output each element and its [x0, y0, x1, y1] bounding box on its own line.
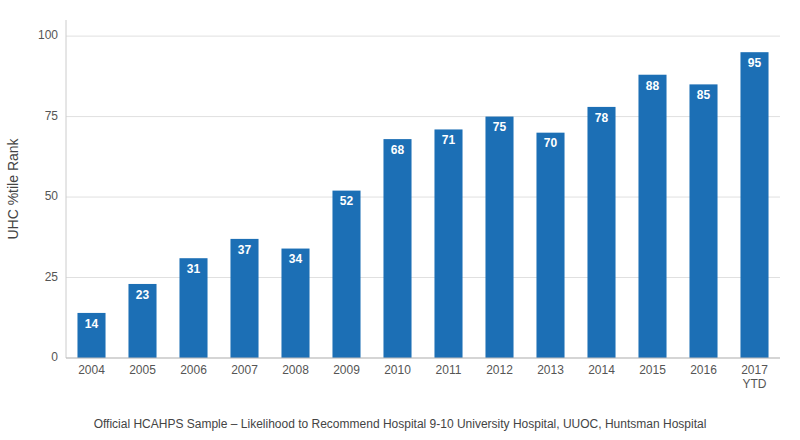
bar — [77, 313, 105, 358]
data-label: 71 — [442, 133, 456, 147]
y-tick-label: 100 — [38, 28, 58, 42]
x-tick-label: 2007 — [231, 363, 258, 377]
y-tick-label: 75 — [45, 109, 59, 123]
x-tick-label-line: YTD — [743, 377, 767, 391]
bar — [230, 239, 258, 358]
grid-line — [66, 116, 780, 117]
x-tick-label: 2016 — [690, 363, 717, 377]
x-tick-label: 2014 — [588, 363, 615, 377]
grid-line — [66, 358, 780, 359]
data-label: 37 — [238, 243, 252, 257]
bar — [128, 284, 156, 358]
grid-line — [66, 277, 780, 278]
bars — [77, 52, 768, 358]
data-label: 31 — [187, 262, 201, 276]
bar — [434, 129, 462, 358]
x-tick-label-line: 2005 — [129, 363, 156, 377]
x-tick-label: 2006 — [180, 363, 207, 377]
x-tick-label: 2012 — [486, 363, 513, 377]
data-label: 14 — [85, 317, 99, 331]
bar — [536, 133, 564, 358]
data-label: 52 — [340, 194, 354, 208]
x-tick-label: 2010 — [384, 363, 411, 377]
x-tick-label-line: 2013 — [537, 363, 564, 377]
x-tick-label: 2005 — [129, 363, 156, 377]
background — [0, 0, 800, 440]
x-tick-label-line: 2007 — [231, 363, 258, 377]
x-tick-label-line: 2010 — [384, 363, 411, 377]
x-tick-label-line: 2008 — [282, 363, 309, 377]
x-tick-label-line: 2014 — [588, 363, 615, 377]
bar — [587, 107, 615, 358]
bar — [383, 139, 411, 358]
x-axis-line — [66, 358, 780, 359]
x-tick-label-line: 2015 — [639, 363, 666, 377]
data-label: 78 — [595, 111, 609, 125]
x-tick-label: 2008 — [282, 363, 309, 377]
bar — [740, 52, 768, 358]
x-tick-label-line: 2012 — [486, 363, 513, 377]
x-tick-label: 2013 — [537, 363, 564, 377]
caption: Official HCAHPS Sample – Likelihood to R… — [94, 417, 707, 431]
y-axis-line — [66, 20, 67, 358]
data-label: 34 — [289, 252, 303, 266]
bar — [689, 84, 717, 358]
x-tick-label-line: 2006 — [180, 363, 207, 377]
y-tick-label: 0 — [51, 350, 58, 364]
bar — [281, 249, 309, 358]
data-label: 68 — [391, 143, 405, 157]
x-tick-label: 2004 — [78, 363, 105, 377]
grid-line — [66, 197, 780, 198]
x-tick-label-line: 2017 — [741, 363, 768, 377]
x-tick-label-line: 2009 — [333, 363, 360, 377]
y-tick-label: 25 — [45, 270, 59, 284]
grid-line — [66, 36, 780, 37]
x-tick-label-line: 2011 — [436, 363, 462, 377]
bar — [332, 191, 360, 358]
data-label: 23 — [136, 288, 150, 302]
x-tick-label: 2011 — [436, 363, 462, 377]
grid — [66, 36, 780, 358]
data-label: 75 — [493, 120, 507, 134]
chart-container: 0 25 50 75 100 14 23 31 37 34 52 68 71 75 70 78 88 85 95 20… — [0, 0, 800, 440]
y-axis-label: UHC %tile Rank — [5, 137, 21, 239]
chart: 0 25 50 75 100 14 23 31 37 34 52 68 71 75 70 78 88 85 95 20… — [0, 0, 800, 440]
bar — [485, 117, 513, 358]
data-label: 70 — [544, 136, 558, 150]
x-tick-label: 2017YTD — [741, 363, 768, 391]
bar — [179, 258, 207, 358]
x-tick-label: 2009 — [333, 363, 360, 377]
bar — [638, 75, 666, 358]
x-tick-label-line: 2016 — [690, 363, 717, 377]
data-label: 88 — [646, 79, 660, 93]
y-tick-label: 50 — [45, 189, 59, 203]
data-label: 85 — [697, 88, 711, 102]
x-tick-label-line: 2004 — [78, 363, 105, 377]
data-label: 95 — [748, 56, 762, 70]
x-tick-label: 2015 — [639, 363, 666, 377]
